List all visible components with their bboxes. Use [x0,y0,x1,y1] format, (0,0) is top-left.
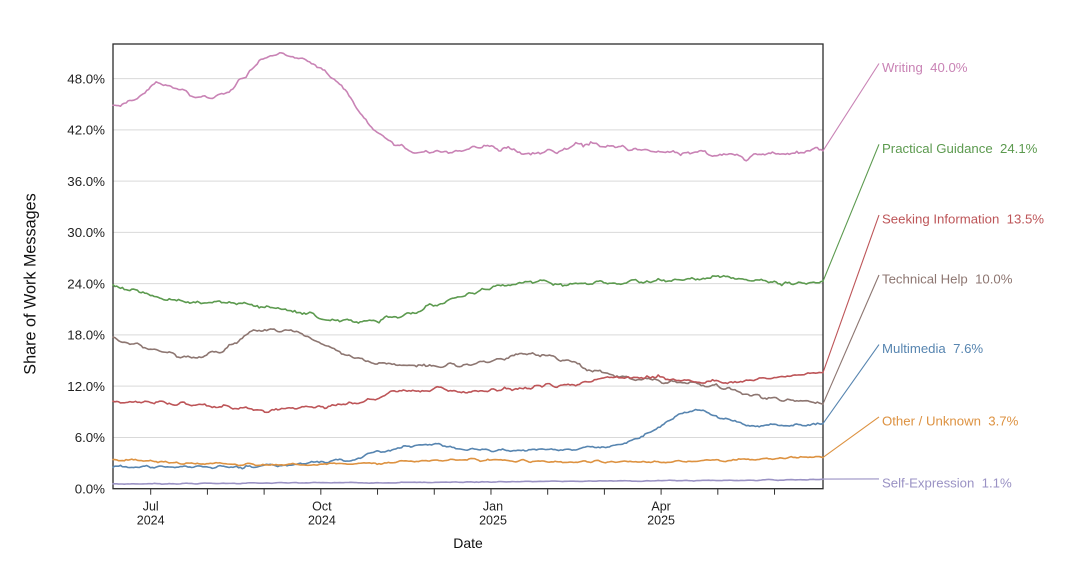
svg-text:24.0%: 24.0% [67,276,105,291]
svg-text:Share of Work Messages: Share of Work Messages [22,193,40,374]
svg-text:Seeking Information 13.5%: Seeking Information 13.5% [882,212,1044,227]
svg-text:30.0%: 30.0% [67,225,105,240]
svg-text:Writing 40.0%: Writing 40.0% [882,60,968,75]
svg-text:Technical Help 10.0%: Technical Help 10.0% [882,272,1013,287]
svg-text:2025: 2025 [479,514,507,528]
svg-text:Practical Guidance 24.1%: Practical Guidance 24.1% [882,141,1038,156]
svg-text:Self-Expression 1.1%: Self-Expression 1.1% [882,475,1012,490]
svg-text:Other / Unknown 3.7%: Other / Unknown 3.7% [882,413,1019,428]
svg-text:Multimedia 7.6%: Multimedia 7.6% [882,341,983,356]
svg-text:6.0%: 6.0% [75,430,105,445]
svg-text:42.0%: 42.0% [67,123,105,138]
svg-text:12.0%: 12.0% [67,379,105,394]
svg-text:Jul: Jul [143,500,159,514]
svg-text:Oct: Oct [312,500,332,514]
svg-text:18.0%: 18.0% [67,328,105,343]
svg-text:0.0%: 0.0% [75,482,105,497]
svg-text:2024: 2024 [308,514,336,528]
svg-text:2025: 2025 [647,514,675,528]
svg-text:48.0%: 48.0% [67,71,105,86]
svg-text:Date: Date [453,535,483,551]
svg-text:36.0%: 36.0% [67,174,105,189]
svg-text:Jan: Jan [483,500,503,514]
svg-text:Apr: Apr [651,500,670,514]
svg-text:2024: 2024 [137,514,165,528]
